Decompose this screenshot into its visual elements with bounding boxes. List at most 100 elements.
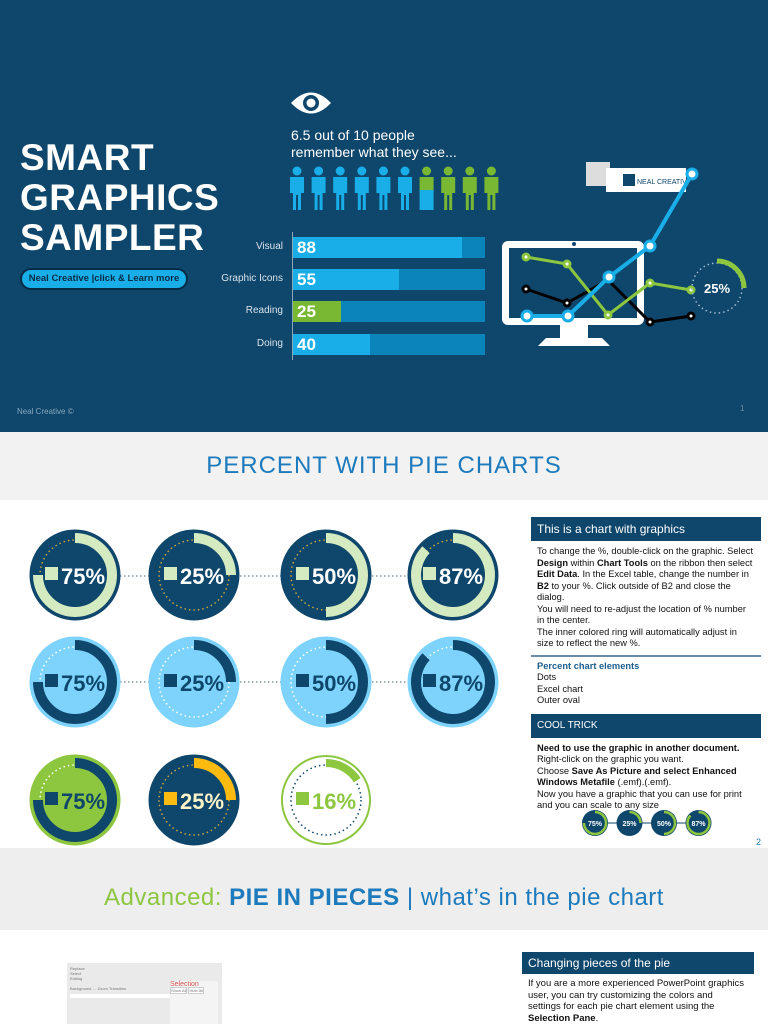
- person-icon: [441, 166, 456, 210]
- bar-value: 55: [297, 270, 316, 289]
- person-icon: [311, 166, 326, 210]
- pie-ring: [411, 640, 495, 724]
- pie-charts-area: 75% 25% 50% 87% 75% 25% 50% 87% 75% 25% 16%: [29, 529, 499, 846]
- elements-list: Percent chart elements Dots Excel chart …: [531, 657, 761, 711]
- legend-square: [164, 674, 177, 687]
- cta-bold: Learn more: [127, 273, 180, 284]
- pie-ring: [33, 758, 117, 842]
- bar-label: Visual: [255, 241, 283, 252]
- info-body: To change the %, double-click on the gra…: [531, 541, 761, 655]
- legend-square: [296, 674, 309, 687]
- trick-header: COOL TRICK: [531, 713, 761, 738]
- pie-ring: [33, 533, 117, 617]
- legend-square: [423, 674, 436, 687]
- trick-line: Right-click on the graphic you want.: [537, 754, 684, 764]
- monitor-chart-graphic: NEAL CREATIVE 25%: [502, 162, 747, 346]
- logo-box: [606, 168, 686, 192]
- mini-pie: 75%: [582, 810, 608, 836]
- pie-chart: 50%: [280, 529, 372, 621]
- bar-track: 55: [293, 269, 485, 290]
- element-item: Outer oval: [537, 695, 580, 705]
- page-number: 2: [756, 837, 762, 847]
- cta-brand: Neal Creative: [28, 273, 89, 284]
- pie-label: 25%: [180, 789, 224, 814]
- person-icon: [462, 166, 477, 210]
- title-line: GRAPHICS: [20, 177, 220, 218]
- title-slide: SMART GRAPHICS SAMPLER Neal Creative |cl…: [0, 0, 768, 432]
- bar-fill: [293, 237, 462, 258]
- legend-square: [45, 567, 58, 580]
- info-p1: To change the %, double-click on the gra…: [537, 546, 754, 602]
- stat-line: remember what they see...: [291, 144, 457, 160]
- learn-more-button[interactable]: Neal Creative |click & Learn more: [20, 268, 188, 290]
- pie-label: 75%: [61, 671, 105, 696]
- pie-chart: 75%: [29, 529, 121, 621]
- section-band: Advanced: PIE IN PIECES | what’s in the …: [0, 848, 768, 930]
- person-icon: [376, 166, 391, 210]
- selection-panel: Changing pieces of the pie If you are a …: [522, 952, 754, 1028]
- pie-ring: [411, 533, 495, 617]
- mini-label: 50%: [657, 821, 672, 828]
- bar-value: 25: [297, 302, 316, 321]
- info-header: This is a chart with graphics: [531, 517, 761, 541]
- bar-track: 40: [293, 334, 485, 355]
- trick-line: Need to use the graphic in another docum…: [537, 742, 740, 753]
- mini-pies: 75% 25% 50% 87%: [582, 810, 712, 836]
- info-p2: You will need to re-adjust the location …: [537, 603, 746, 626]
- selection-pane-screenshot: Replace Select Editing Background … Zoom T…: [67, 963, 222, 1024]
- cta-sep: |click &: [91, 273, 128, 284]
- stat-line: 6.5 out of 10 people: [291, 127, 415, 143]
- pie-chart: 75%: [29, 754, 121, 846]
- stat-text: 6.5 out of 10 people remember what they …: [291, 127, 457, 161]
- bar-fill: [293, 301, 341, 322]
- person-icon: [398, 166, 412, 210]
- bar-value: 40: [297, 335, 316, 354]
- eye-icon: [291, 92, 331, 114]
- logo-text: NEAL CREATIVE: [637, 179, 692, 186]
- section-title: Advanced: PIE IN PIECES | what’s in the …: [104, 884, 664, 911]
- person-icon: [484, 166, 499, 210]
- panel-body: If you are a more experienced PowerPoint…: [528, 978, 744, 1024]
- pie-ring: [193, 640, 236, 683]
- page-number: 1: [740, 404, 745, 413]
- legend-square: [45, 792, 58, 805]
- pie-chart: 50%: [280, 636, 372, 728]
- title-line: SAMPLER: [20, 217, 205, 258]
- bar-label: Graphic Icons: [221, 273, 283, 284]
- person-icon: [290, 166, 304, 210]
- element-item: Dots: [537, 672, 557, 682]
- elements-title: Percent chart elements: [537, 660, 640, 671]
- mini-pie: 50%: [651, 810, 677, 836]
- pie-ring: [325, 640, 368, 724]
- mini-pie: 25%: [616, 810, 643, 836]
- trick-body: Need to use the graphic in another docum…: [531, 738, 761, 817]
- pie-ring: [193, 533, 236, 576]
- mini-label: 75%: [588, 821, 603, 828]
- person-icon: [419, 166, 434, 210]
- people-icons: [290, 166, 499, 210]
- trick-line: Now you have a graphic that you can use …: [537, 788, 742, 811]
- legend-square: [296, 792, 309, 805]
- person-icon: [333, 166, 348, 210]
- pie-label: 50%: [312, 671, 356, 696]
- pie-label: 25%: [180, 671, 224, 696]
- bar-fill: [293, 269, 399, 290]
- slide-title: SMART GRAPHICS SAMPLER: [20, 138, 219, 258]
- ring-value: 25%: [704, 281, 730, 296]
- pie-chart: 16%: [281, 755, 371, 845]
- pie-label: 87%: [439, 564, 483, 589]
- trick-line: Choose Save As Picture and select Enhanc…: [537, 765, 737, 788]
- mini-pie: 87%: [685, 810, 712, 836]
- mini-label: 25%: [622, 821, 637, 828]
- bar-fill: [293, 334, 370, 355]
- pie-ring: [193, 758, 236, 801]
- pie-chart: 87%: [407, 529, 499, 621]
- section-band: PERCENT WITH PIE CHARTS: [0, 432, 768, 500]
- pie-label: 50%: [312, 564, 356, 589]
- bar-track: 88: [293, 237, 485, 258]
- legend-square: [164, 792, 177, 805]
- pie-label: 16%: [312, 789, 356, 814]
- pie-ring: [33, 640, 117, 724]
- section-title: PERCENT WITH PIE CHARTS: [206, 452, 562, 479]
- pie-chart: 87%: [407, 636, 499, 728]
